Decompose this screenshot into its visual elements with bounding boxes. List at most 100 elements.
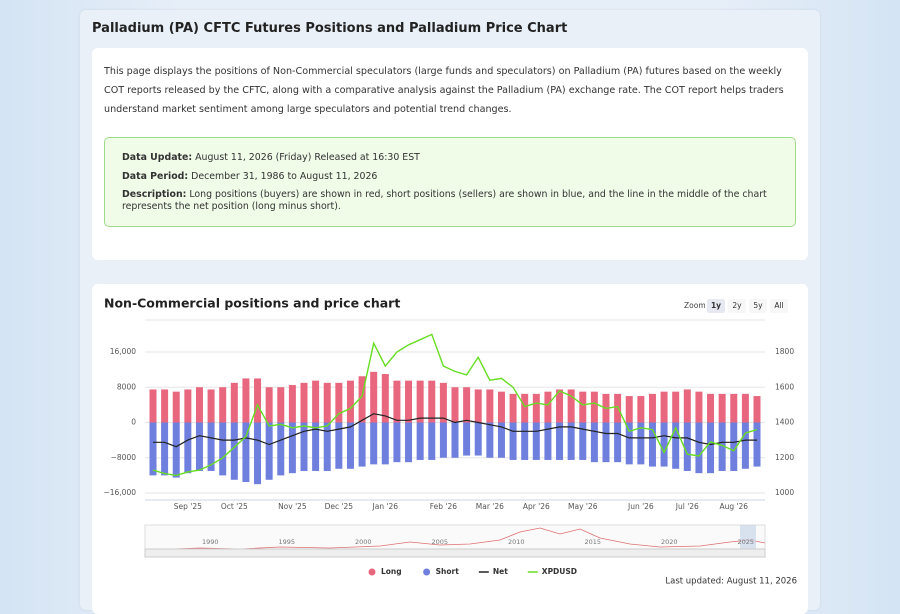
y2-tick-label: 1000 <box>775 488 794 497</box>
bar <box>254 378 262 423</box>
x-tick-label: Mar '26 <box>476 502 504 511</box>
legend-label[interactable]: XPDUSD <box>542 567 577 576</box>
x-tick-label: Feb '26 <box>430 502 457 511</box>
bar <box>486 422 494 458</box>
legend-label[interactable]: Long <box>381 567 402 576</box>
y2-tick-label: 1200 <box>775 453 794 462</box>
bar <box>172 422 180 478</box>
bar <box>602 422 610 463</box>
legend-label[interactable]: Short <box>436 567 460 576</box>
bar <box>428 422 436 460</box>
zoom-button[interactable] <box>749 299 767 313</box>
zoom-button-label[interactable]: 1y <box>711 301 721 310</box>
bar <box>753 422 761 467</box>
zoom-button-label[interactable]: 2y <box>732 301 742 310</box>
bar <box>230 422 238 480</box>
bar <box>265 422 273 480</box>
bar <box>161 389 169 423</box>
bar <box>509 422 517 460</box>
bar <box>672 422 680 469</box>
bar <box>683 422 691 471</box>
bar <box>428 380 436 423</box>
bar <box>300 382 308 423</box>
bar <box>497 422 505 458</box>
bar <box>416 422 424 460</box>
zoom-button[interactable] <box>770 299 788 313</box>
bar <box>323 382 331 423</box>
bar <box>625 422 633 465</box>
x-tick-label: Sep '25 <box>174 502 202 511</box>
bar <box>544 391 552 423</box>
bar <box>416 380 424 423</box>
bar <box>509 393 517 423</box>
bar <box>695 391 703 423</box>
y-tick-label: 0 <box>131 418 136 427</box>
navigator-label: 2020 <box>661 538 678 546</box>
bar <box>207 422 215 471</box>
bar <box>718 422 726 471</box>
bar <box>648 422 656 467</box>
chart-title: Non-Commercial positions and price chart <box>104 296 400 311</box>
bar <box>207 389 215 423</box>
bar <box>242 422 250 482</box>
bar <box>219 387 227 423</box>
bar <box>381 374 389 423</box>
bar <box>672 391 680 423</box>
x-tick-label: Dec '25 <box>325 502 354 511</box>
bar <box>405 380 413 423</box>
bar <box>277 387 285 423</box>
bar <box>288 385 296 423</box>
zoom-button[interactable] <box>728 299 746 313</box>
bar <box>614 422 622 463</box>
bar <box>579 391 587 423</box>
bar <box>486 389 494 423</box>
info-text: August 11, 2026 (Friday) Released at 16:… <box>195 152 420 163</box>
info-row: Data Period: December 31, 1986 to August… <box>122 171 782 183</box>
zoom-button-label[interactable]: 5y <box>753 301 763 310</box>
last-updated: Last updated: August 11, 2026 <box>665 577 797 587</box>
bar <box>346 380 354 423</box>
navigator-line <box>144 527 766 551</box>
bar <box>660 422 668 467</box>
intro-card: This page displays the positions of Non-… <box>92 48 808 260</box>
outer-card: Palladium (PA) CFTC Futures Positions an… <box>80 10 820 614</box>
zoom-label: Zoom <box>684 301 706 310</box>
zoom-button-label[interactable]: All <box>774 301 783 310</box>
y2-tick-label: 1800 <box>775 347 794 356</box>
legend-label[interactable]: Net <box>493 567 508 576</box>
info-box: Data Update: August 11, 2026 (Friday) Re… <box>104 137 796 227</box>
x-tick-label: Jun '26 <box>627 502 654 511</box>
bar <box>567 389 575 423</box>
navigator-label: 2000 <box>355 538 372 546</box>
bar <box>718 393 726 423</box>
zoom-button[interactable] <box>707 299 725 313</box>
bar <box>590 391 598 423</box>
bar <box>521 422 529 460</box>
bar <box>393 422 401 463</box>
bar <box>161 422 169 476</box>
bar <box>184 422 192 474</box>
info-text: Long positions (buyers) are shown in red… <box>122 189 767 212</box>
bar <box>741 422 749 469</box>
bar <box>497 391 505 423</box>
bar <box>300 422 308 471</box>
bar <box>637 396 645 423</box>
bar <box>730 422 738 471</box>
chart: Non-Commercial positions and price chart… <box>103 296 797 587</box>
bar <box>463 387 471 423</box>
bar <box>521 393 529 423</box>
bar <box>707 393 715 423</box>
bar <box>277 422 285 476</box>
scrollbar[interactable] <box>144 548 766 558</box>
bar <box>346 422 354 469</box>
bar <box>544 422 552 460</box>
navigator-label: 1990 <box>202 538 219 546</box>
bar <box>463 422 471 456</box>
bar <box>439 382 447 423</box>
bar <box>683 389 691 423</box>
bar <box>648 393 656 423</box>
bar <box>393 380 401 423</box>
bar <box>474 422 482 456</box>
bar <box>730 393 738 423</box>
